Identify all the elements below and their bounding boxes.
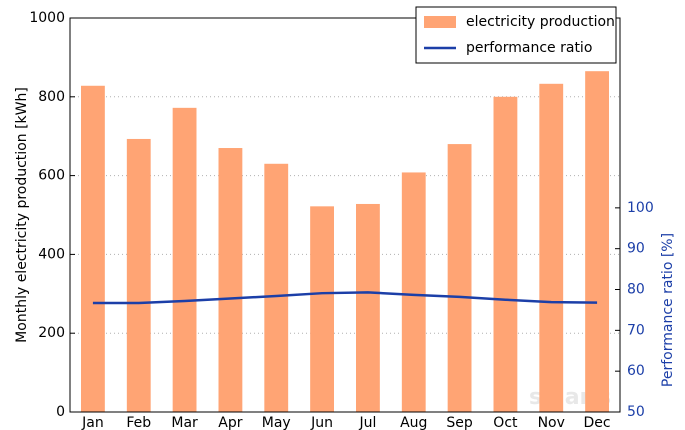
bar: [126, 138, 151, 412]
y2-tick-label: 100: [627, 200, 654, 216]
bar: [447, 144, 472, 412]
y2-tick-label: 70: [627, 322, 645, 338]
bar: [493, 96, 518, 413]
bar: [172, 107, 197, 412]
y2-axis-label: Performance ratio [%]: [660, 233, 676, 387]
x-tick-label: Aug: [400, 415, 427, 430]
x-tick-label: Jun: [310, 415, 333, 430]
y2-tick-label: 50: [627, 404, 645, 420]
legend-label: performance ratio: [466, 40, 592, 56]
y-tick-label: 200: [38, 325, 65, 341]
legend: electricity production performance ratio: [415, 6, 617, 64]
y2-tick-label: 90: [627, 241, 645, 257]
x-tick-label: Jan: [81, 415, 104, 430]
bar: [585, 71, 609, 412]
bar: [218, 148, 243, 412]
plot-frame: [69, 17, 621, 413]
legend-swatch: [424, 16, 456, 28]
x-tick-label: Jul: [358, 415, 376, 430]
y-tick-label: 400: [38, 246, 65, 262]
line: [92, 291, 598, 305]
bar: [539, 83, 564, 412]
y2-tick-label: 80: [627, 282, 645, 298]
x-tick-label: Feb: [126, 415, 151, 430]
x-tick-label: Dec: [584, 415, 611, 430]
y-tick-label: 1000: [29, 10, 65, 26]
y-tick-label: 600: [38, 168, 65, 184]
x-tick-label: Oct: [493, 415, 518, 430]
bar: [401, 172, 426, 412]
bar: [264, 163, 289, 412]
y-axis-label: Monthly electricity production [kWh]: [14, 87, 30, 343]
bar: [356, 203, 380, 412]
bar: [310, 206, 334, 412]
x-tick-label: Mar: [171, 415, 198, 430]
x-tick-label: Nov: [538, 415, 565, 430]
y-tick-label: 0: [56, 404, 65, 420]
bar: [81, 85, 105, 412]
x-tick-label: May: [262, 415, 291, 430]
x-tick-label: Apr: [218, 415, 242, 430]
y2-tick-label: 60: [627, 363, 645, 379]
y-tick-label: 800: [38, 89, 65, 105]
x-tick-label: Sep: [446, 415, 473, 430]
legend-label: electricity production: [466, 14, 615, 30]
